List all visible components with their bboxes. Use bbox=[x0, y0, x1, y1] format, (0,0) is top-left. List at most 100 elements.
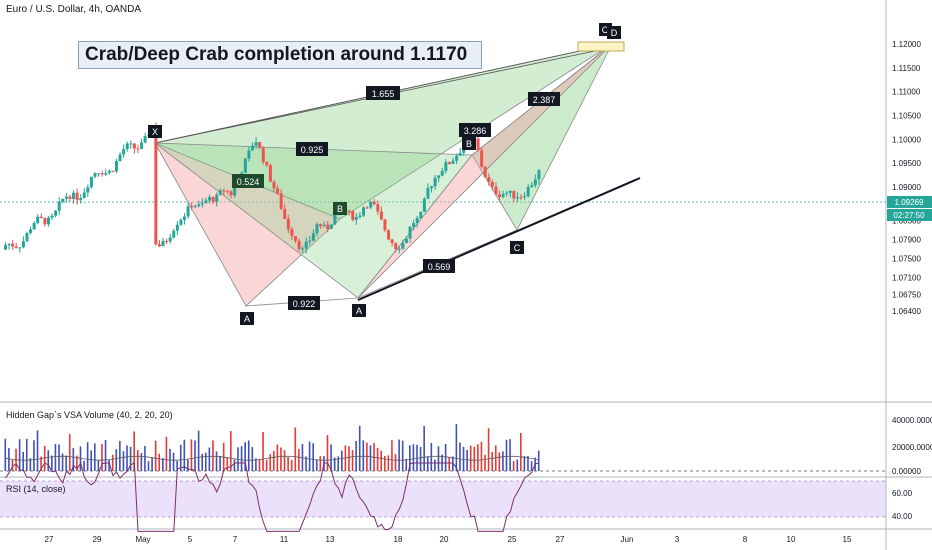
volume-bar bbox=[162, 457, 164, 471]
volume-bar bbox=[212, 440, 214, 471]
candle-body bbox=[50, 215, 54, 218]
candle-body bbox=[412, 223, 416, 227]
candle-body bbox=[247, 150, 251, 159]
volume-bar bbox=[79, 446, 82, 471]
volume-bar bbox=[101, 444, 103, 471]
point-label-b: B bbox=[462, 137, 476, 150]
volume-pane-title[interactable]: Hidden Gap`s VSA Volume (40, 2, 20, 20) bbox=[6, 410, 173, 420]
volume-bar bbox=[68, 434, 71, 471]
ratio-label-ac: 0.569 bbox=[423, 259, 455, 273]
volume-bar bbox=[412, 444, 415, 471]
candle-body bbox=[437, 175, 441, 178]
volume-bar bbox=[530, 461, 533, 471]
point-label-b: B bbox=[333, 202, 347, 215]
candle-body bbox=[311, 233, 315, 241]
volume-bar bbox=[111, 454, 114, 471]
volume-bar bbox=[505, 439, 508, 471]
candle-body bbox=[143, 136, 147, 143]
volume-ma-line bbox=[5, 455, 539, 461]
svg-text:A: A bbox=[244, 314, 250, 324]
svg-text:3.286: 3.286 bbox=[464, 126, 487, 136]
time-tick-label: 27 bbox=[556, 535, 565, 544]
price-tick-label: 1.06750 bbox=[892, 290, 921, 299]
candle-body bbox=[308, 240, 312, 242]
candle-body bbox=[458, 152, 462, 156]
svg-text:B: B bbox=[337, 204, 343, 214]
volume-bar bbox=[251, 447, 254, 471]
candle-body bbox=[122, 149, 126, 155]
volume-bar bbox=[358, 425, 361, 471]
candle-body bbox=[480, 150, 484, 167]
volume-bar bbox=[129, 446, 132, 471]
rsi-pane-title[interactable]: RSI (14, close) bbox=[6, 484, 66, 494]
candle-body bbox=[383, 219, 387, 231]
candle-body bbox=[315, 224, 319, 234]
volume-bar bbox=[72, 448, 75, 471]
volume-bar bbox=[76, 455, 78, 471]
countdown-badge: 02:27:50 bbox=[887, 209, 932, 221]
volume-bar bbox=[18, 439, 21, 471]
volume-bar bbox=[83, 460, 85, 471]
volume-bar bbox=[230, 431, 232, 471]
point-label-x: X bbox=[148, 125, 162, 138]
candle-body bbox=[286, 218, 290, 230]
time-tick-label: 29 bbox=[93, 535, 102, 544]
volume-bar bbox=[409, 445, 411, 471]
candle-body bbox=[154, 126, 158, 245]
volume-bar bbox=[151, 457, 153, 471]
volume-bar bbox=[273, 451, 275, 471]
candle-body bbox=[276, 188, 280, 194]
candle-body bbox=[215, 194, 219, 203]
volume-bar bbox=[419, 446, 422, 471]
candle-body bbox=[261, 147, 265, 162]
candle-body bbox=[333, 215, 337, 225]
volume-bar bbox=[469, 445, 472, 471]
volume-bar bbox=[158, 453, 161, 471]
volume-bar bbox=[462, 446, 465, 471]
volume-bar bbox=[183, 439, 186, 471]
volume-bar bbox=[437, 446, 440, 471]
volume-bar bbox=[244, 442, 246, 471]
volume-bar bbox=[22, 451, 24, 471]
volume-bar bbox=[94, 443, 96, 471]
candle-body bbox=[165, 240, 169, 242]
volume-bar bbox=[133, 431, 135, 471]
volume-bar bbox=[33, 440, 35, 471]
candle-body bbox=[222, 190, 226, 192]
candle-body bbox=[279, 193, 283, 209]
candle-body bbox=[225, 190, 229, 192]
svg-text:1.09269: 1.09269 bbox=[895, 198, 924, 207]
candle-body bbox=[444, 162, 448, 171]
prz-box[interactable] bbox=[577, 41, 625, 52]
trendline[interactable] bbox=[357, 177, 641, 301]
candle-body bbox=[515, 197, 519, 199]
candle-body bbox=[129, 143, 133, 145]
volume-bar bbox=[423, 426, 425, 471]
volume-bar bbox=[215, 451, 218, 471]
candle-body bbox=[322, 224, 326, 227]
symbol-title[interactable]: Euro / U.S. Dollar, 4h, OANDA bbox=[6, 4, 142, 15]
volume-bar bbox=[204, 452, 207, 471]
candle-body bbox=[526, 186, 530, 197]
point-label-a: A bbox=[240, 312, 254, 325]
volume-bar bbox=[444, 444, 447, 471]
candle-body bbox=[104, 173, 108, 175]
candle-body bbox=[233, 185, 237, 196]
volume-bar bbox=[61, 453, 64, 471]
candle-body bbox=[258, 142, 262, 148]
rsi-band bbox=[0, 481, 886, 517]
volume-bar bbox=[512, 461, 515, 471]
candle-body bbox=[508, 190, 512, 193]
volume-bar bbox=[269, 454, 272, 471]
candle-body bbox=[7, 243, 11, 246]
price-tick-label: 1.11500 bbox=[892, 64, 921, 73]
ratio-label-bd: 2.387 bbox=[528, 92, 560, 106]
candle-body bbox=[440, 170, 444, 176]
candle-body bbox=[79, 197, 83, 200]
volume-bar bbox=[341, 450, 343, 471]
svg-text:A: A bbox=[356, 306, 362, 316]
svg-text:0.569: 0.569 bbox=[428, 262, 451, 272]
rsi-line bbox=[5, 461, 539, 532]
ratio-label-ad: 3.286 bbox=[459, 123, 491, 137]
